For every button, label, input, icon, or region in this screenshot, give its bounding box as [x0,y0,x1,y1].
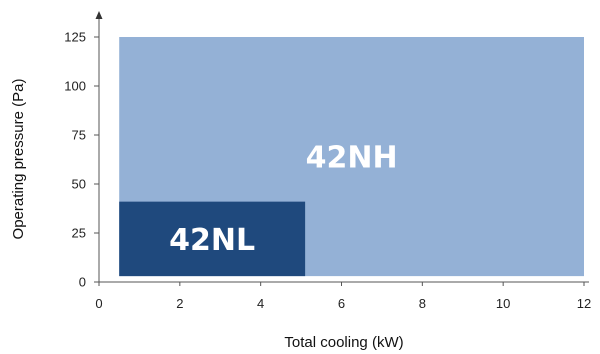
y-axis-arrow-icon [95,11,103,19]
region-label-42nl: 42NL [169,223,255,258]
x-tick-label: 10 [496,296,510,311]
regions-layer [119,37,584,277]
x-tick-label: 2 [176,296,183,311]
y-tick-label: 0 [79,275,86,290]
y-axis-title: Operating pressure (Pa) [10,79,27,240]
y-tick-label: 100 [64,79,86,94]
y-tick-label: 75 [72,128,86,143]
x-tick-label: 6 [338,296,345,311]
ticks-layer: 0 25 50 75 100 125 0 2 4 6 8 10 12 [64,30,591,312]
x-tick-label: 12 [577,296,591,311]
region-42nl [119,201,306,277]
y-tick-label: 125 [64,30,86,45]
x-axis-title: Total cooling (kW) [284,334,403,351]
y-tick-label: 50 [72,177,86,192]
region-label-42nh: 42NH [306,141,398,176]
region-labels-layer: 42NH 42NL [169,141,397,258]
axes-layer [95,11,589,283]
x-tick-label: 8 [419,296,426,311]
y-tick-label: 25 [72,226,86,241]
x-tick-label: 4 [257,296,264,311]
x-tick-label: 0 [95,296,102,311]
